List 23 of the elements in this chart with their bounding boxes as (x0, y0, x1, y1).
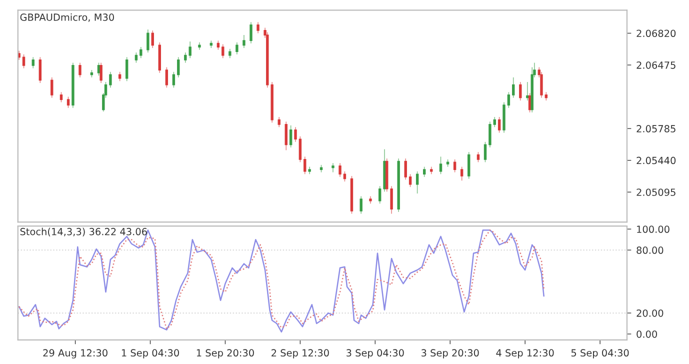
x-tick-label: 1 Sep 20:30 (196, 349, 254, 358)
x-tick-label: 4 Sep 12:30 (496, 349, 554, 358)
x-tick-label: 1 Sep 04:30 (122, 349, 179, 358)
x-tick-label: 3 Sep 04:30 (346, 349, 404, 358)
x-tick-label: 29 Aug 12:30 (43, 349, 108, 358)
x-tick-label: 2 Sep 12:30 (272, 349, 329, 358)
x-tick-label: 5 Sep 04:30 (571, 349, 629, 358)
y-tick-label: 2.05785 (636, 125, 676, 132)
y-tick-label: 100.00 (637, 226, 670, 233)
candlestick (308, 166, 311, 175)
y-tick-label: 2.05095 (636, 188, 676, 196)
x-tick-label: 3 Sep 20:30 (422, 349, 479, 358)
chart-title: GBPAUDmicro, M30 (20, 13, 114, 22)
y-tick-label: 20.00 (636, 309, 664, 317)
y-tick-label: 2.05440 (636, 156, 676, 164)
chart-title: Stoch(14,3,3) 36.22 43.06 (20, 228, 147, 236)
candlestick (430, 166, 433, 175)
y-tick-label: 0.00 (636, 330, 658, 338)
y-tick-label: 2.06820 (636, 30, 676, 38)
candlestick (198, 42, 201, 50)
y-tick-label: 80.00 (636, 246, 664, 254)
candlestick (369, 196, 372, 204)
y-tick-label: 2.06475 (636, 61, 676, 69)
